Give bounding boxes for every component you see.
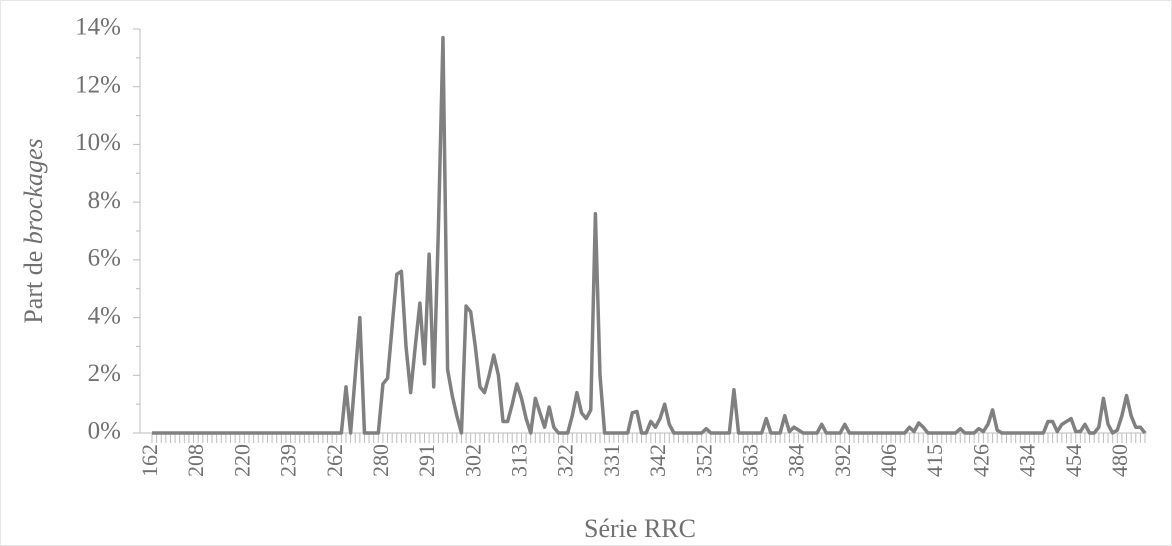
y-tick-label: 0% [88,418,121,445]
x-tick-label: 454 [1061,444,1086,477]
y-tick-label: 12% [75,71,121,98]
x-tick-label: 384 [784,444,809,477]
x-tick-label: 363 [737,444,762,477]
x-tick-label: 392 [830,444,855,477]
x-tick-label: 220 [229,444,254,477]
x-tick-label: 291 [414,444,439,477]
x-tick-label: 415 [922,444,947,477]
x-tick-label: 302 [460,444,485,477]
x-tick-label: 406 [876,444,901,477]
y-axis-title-emphasis: brockages [19,138,48,244]
x-axis-title: Série RRC [584,514,696,543]
x-tick-label: 313 [507,444,532,477]
x-tick-label: 434 [1015,444,1040,477]
x-tick-label: 352 [691,444,716,477]
x-tick-label: 342 [645,444,670,477]
y-tick-label: 6% [88,245,121,272]
y-tick-label: 2% [88,360,121,387]
x-tick-label: 262 [322,444,347,477]
x-tick-label: 239 [276,444,301,477]
y-axis-title: Part de brockages [19,138,48,323]
x-tick-label: 322 [553,444,578,477]
y-axis-title-text: Part de [19,244,48,323]
x-tick-label: 480 [1107,444,1132,477]
y-tick-label: 8% [88,187,121,214]
x-tick-label: 280 [368,444,393,477]
x-tick-label: 162 [137,444,162,477]
y-tick-label: 10% [75,129,121,156]
y-tick-label: 14% [75,14,121,41]
x-tick-label: 426 [968,444,993,477]
x-tick-label: 331 [599,444,624,477]
x-tick-label: 208 [183,444,208,477]
data-line [152,35,1147,435]
y-tick-label: 4% [88,302,121,329]
